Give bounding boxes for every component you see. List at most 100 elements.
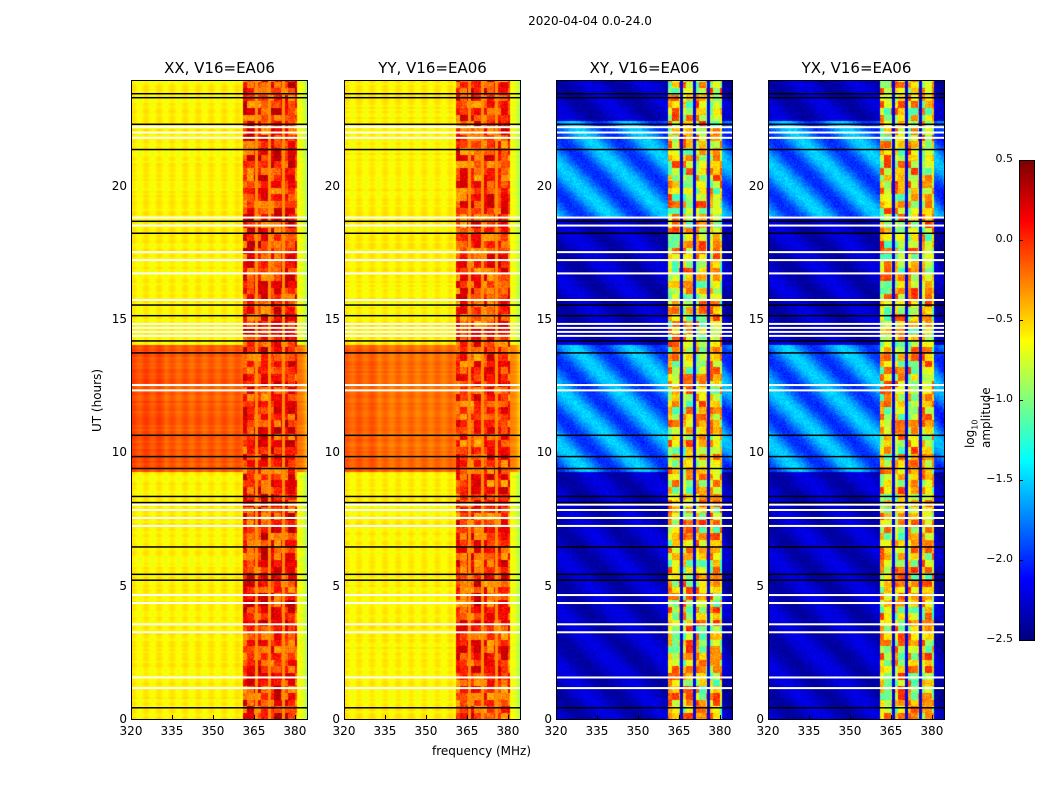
x-tick-label: 365 xyxy=(667,724,691,738)
x-tick-label: 320 xyxy=(332,724,356,738)
colorbar-tick-mark xyxy=(1019,240,1023,241)
figure-title: 2020-04-04 0.0-24.0 xyxy=(528,14,652,28)
flagged-row-black xyxy=(769,467,944,470)
y-tick-label: 20 xyxy=(748,178,764,193)
flagged-row-white xyxy=(557,216,732,219)
flagged-row-black xyxy=(769,352,944,354)
heatmap-panel-2 xyxy=(556,80,733,720)
flagged-row-black xyxy=(769,304,944,306)
flagged-row-black xyxy=(557,455,732,458)
flagged-row-black xyxy=(132,579,307,581)
flagged-row-black xyxy=(769,573,944,576)
flagged-row-white xyxy=(769,594,944,597)
y-tick-label: 0 xyxy=(119,712,127,726)
flagged-row-black xyxy=(557,495,732,498)
flagged-row-black xyxy=(345,232,520,235)
flagged-row-black xyxy=(345,340,520,342)
colorbar-tick-mark xyxy=(1019,560,1023,561)
x-tick-label: 365 xyxy=(242,724,266,738)
flagged-row-black xyxy=(132,220,307,223)
flagged-row-white xyxy=(769,516,944,519)
flagged-row-white xyxy=(345,136,520,139)
flagged-row-white xyxy=(769,131,944,134)
flagged-row-white xyxy=(132,126,307,129)
y-tick-label: 15 xyxy=(324,312,340,326)
flagged-row-white xyxy=(769,676,944,679)
flagged-row-white xyxy=(769,384,944,387)
flagged-row-black xyxy=(769,148,944,151)
flagged-row-white xyxy=(769,126,944,129)
flagged-row-black xyxy=(345,314,520,317)
colorbar-tick-mark xyxy=(1019,400,1023,401)
y-tick-label: 10 xyxy=(536,445,552,460)
flagged-row-black xyxy=(557,314,732,317)
heatmap-image xyxy=(557,81,732,719)
flagged-row-black xyxy=(769,123,944,126)
flagged-row-white xyxy=(557,389,732,392)
flagged-row-white xyxy=(132,216,307,219)
flagged-row-white xyxy=(769,330,944,333)
flagged-row-white xyxy=(345,508,520,511)
flagged-row-white xyxy=(557,631,732,634)
heatmap-panel-0 xyxy=(131,80,308,720)
flagged-row-black xyxy=(345,123,520,126)
flagged-row-white xyxy=(132,676,307,679)
flagged-row-white xyxy=(769,326,944,329)
flag-lines xyxy=(769,92,944,709)
flagged-row-black xyxy=(132,467,307,470)
flagged-row-black xyxy=(132,573,307,576)
flagged-row-black xyxy=(769,579,944,581)
flagged-row-black xyxy=(769,232,944,235)
colorbar-tick-mark xyxy=(1019,320,1023,321)
colorbar-tick-label: −1.0 xyxy=(986,392,1013,405)
x-tick-mark xyxy=(890,715,892,720)
flagged-row-white xyxy=(557,326,732,329)
flagged-row-black xyxy=(132,340,307,342)
flagged-row-white xyxy=(132,524,307,527)
flagged-row-white xyxy=(345,524,520,527)
x-tick-mark xyxy=(294,715,296,720)
flagged-row-black xyxy=(132,434,307,437)
flagged-row-white xyxy=(345,224,520,227)
flagged-row-white xyxy=(769,389,944,392)
x-tick-mark xyxy=(719,715,721,720)
flagged-row-white xyxy=(769,251,944,254)
flagged-row-white xyxy=(769,508,944,511)
flagged-row-black xyxy=(132,707,307,709)
flagged-row-black xyxy=(132,148,307,151)
flagged-row-black xyxy=(132,96,307,99)
x-tick-mark xyxy=(507,715,509,720)
flagged-row-black xyxy=(345,546,520,548)
flagged-row-white xyxy=(557,322,732,325)
flagged-row-white xyxy=(557,259,732,262)
x-tick-label: 320 xyxy=(756,724,780,738)
flagged-row-white xyxy=(132,516,307,519)
flagged-row-black xyxy=(557,352,732,354)
flagged-row-black xyxy=(132,495,307,498)
flagged-row-black xyxy=(557,467,732,470)
flagged-row-white xyxy=(557,676,732,679)
x-tick-label: 350 xyxy=(414,724,438,738)
colorbar-tick-label: −2.5 xyxy=(986,632,1013,645)
flagged-row-white xyxy=(557,136,732,139)
x-tick-mark xyxy=(344,715,345,720)
flagged-row-white xyxy=(557,516,732,519)
flagged-row-white xyxy=(132,272,307,275)
panel-title: XX, V16=EA06 xyxy=(164,59,275,77)
x-tick-mark xyxy=(253,715,255,720)
y-tick-label: 20 xyxy=(111,178,127,193)
x-tick-mark xyxy=(596,715,598,720)
flagged-row-black xyxy=(132,232,307,235)
x-tick-label: 320 xyxy=(119,724,143,738)
y-tick-label: 15 xyxy=(536,312,552,326)
flagged-row-white xyxy=(557,330,732,333)
flagged-row-white xyxy=(345,384,520,387)
colorbar-tick-label: −1.5 xyxy=(986,472,1013,485)
flagged-row-black xyxy=(345,220,520,223)
flagged-row-black xyxy=(557,220,732,223)
x-tick-label: 380 xyxy=(708,724,732,738)
flagged-row-white xyxy=(132,326,307,329)
flagged-row-black xyxy=(769,501,944,504)
flagged-row-black xyxy=(557,92,732,95)
x-tick-mark xyxy=(556,715,557,720)
